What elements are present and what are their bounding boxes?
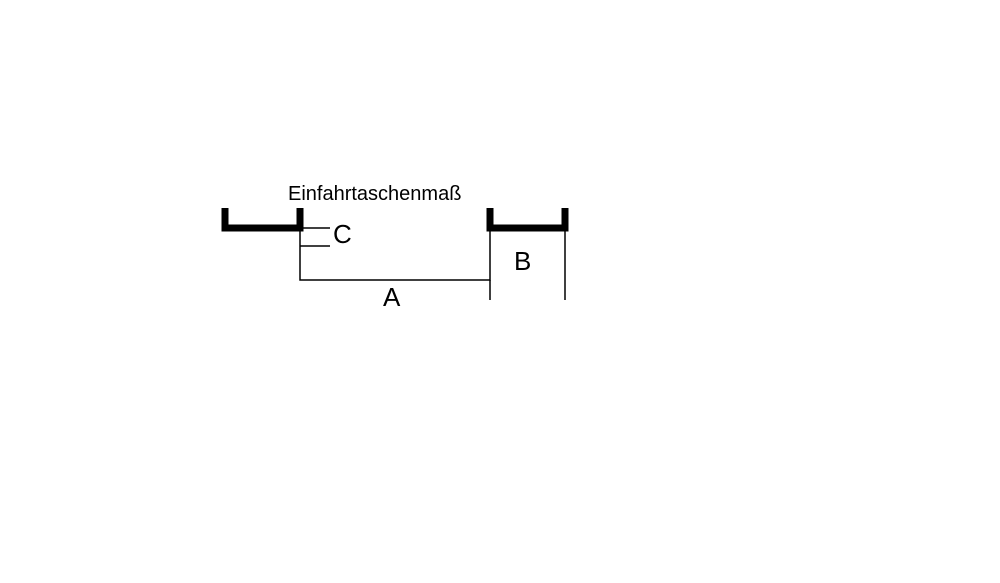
dimension-bracket-c xyxy=(300,228,330,246)
foot-left xyxy=(225,208,300,228)
dimension-bracket-a xyxy=(300,228,490,280)
label-b: B xyxy=(514,246,531,276)
diagram-title: Einfahrtaschenmaß xyxy=(288,183,461,205)
label-c: C xyxy=(333,219,352,249)
pallet-foot-diagram: Einfahrtaschenmaß A B C xyxy=(0,0,1000,583)
foot-right xyxy=(490,208,565,228)
label-a: A xyxy=(383,282,401,312)
